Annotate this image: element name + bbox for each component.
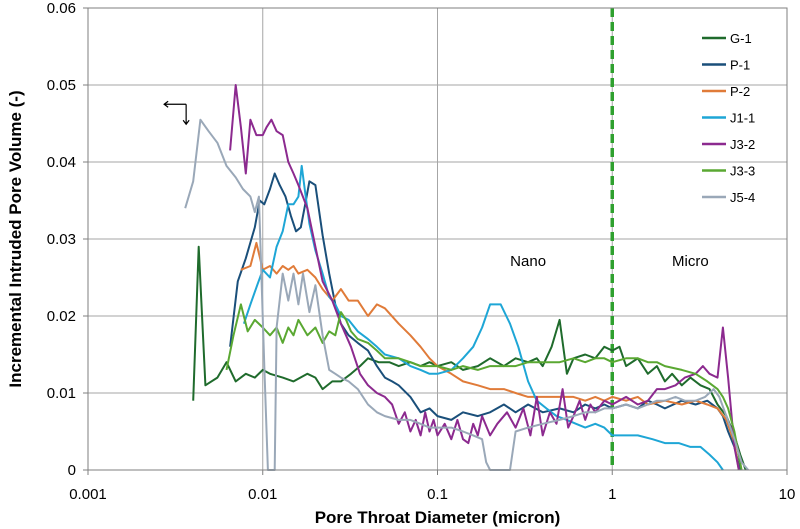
legend-label-j5-4: J5-4 <box>730 190 755 205</box>
down-arrow-icon <box>182 104 190 126</box>
x-tick-label: 0.01 <box>248 486 277 503</box>
axes-layer <box>83 7 788 475</box>
region-label-nano: Nano <box>510 253 546 270</box>
series-line-j3-2 <box>229 84 740 471</box>
legend-label-g-1: G-1 <box>730 31 752 46</box>
y-axis-title: Incremental Intruded Pore Volume (-) <box>6 90 25 387</box>
left-arrow-icon <box>163 100 187 108</box>
region-label-micro: Micro <box>672 253 709 270</box>
y-tick-label: 0.06 <box>47 0 76 17</box>
annot-layer: Nano Micro <box>163 100 709 270</box>
legend-label-j3-3: J3-3 <box>730 164 755 179</box>
legend-label-p-2: P-2 <box>730 84 750 99</box>
series-line-p-2 <box>240 241 740 471</box>
x-tick-label: 1 <box>608 486 616 503</box>
legend-layer: G-1 P-1 P-2 J1-1 J3-2 J3-3 J5-4 <box>702 31 755 205</box>
x-tick-label: 0.1 <box>427 486 448 503</box>
series-layer <box>184 84 749 471</box>
legend-label-j3-2: J3-2 <box>730 137 755 152</box>
y-tick-label: 0.01 <box>47 385 76 402</box>
series-line-j3-3 <box>225 303 743 471</box>
x-tick-label: 10 <box>779 486 796 503</box>
series-line-j5-4 <box>184 118 749 471</box>
series-line-g-1 <box>192 245 747 471</box>
x-tick-label: 0.001 <box>69 486 107 503</box>
y-tick-label: 0.03 <box>47 231 76 248</box>
legend-label-j1-1: J1-1 <box>730 111 755 126</box>
y-tick-label: 0.02 <box>47 308 76 325</box>
y-tick-label: 0 <box>68 462 76 479</box>
legend-label-p-1: P-1 <box>730 58 750 73</box>
x-axis-title: Pore Throat Diameter (micron) <box>315 508 561 527</box>
y-tick-label: 0.04 <box>47 154 76 171</box>
label-layer: 0 0.01 0.02 0.03 0.04 0.05 0.06 0.001 0.01 0.1 1 10… <box>6 0 795 527</box>
y-tick-label: 0.05 <box>47 77 76 94</box>
series-line-j1-1 <box>242 164 724 471</box>
